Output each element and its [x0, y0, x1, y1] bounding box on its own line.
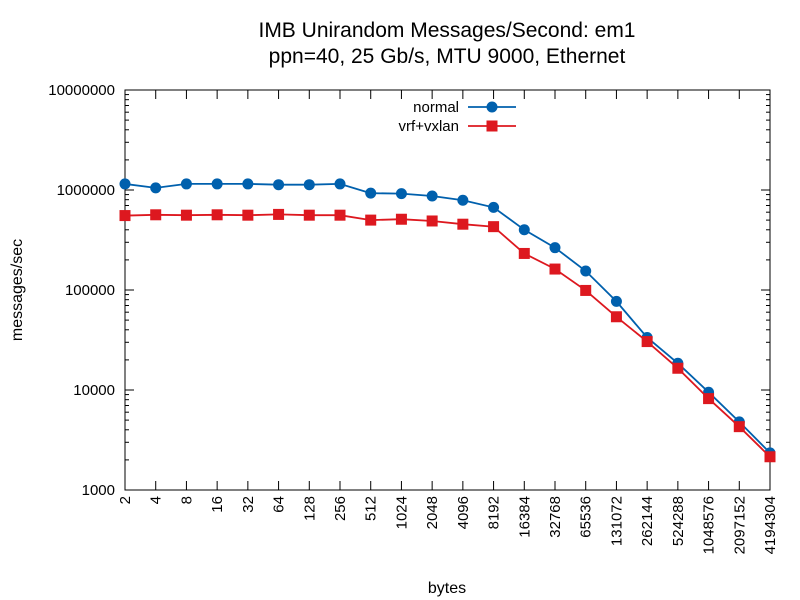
x-tick-label: 2 — [117, 496, 134, 504]
x-tick-label: 256 — [332, 496, 349, 521]
x-tick-label: 1024 — [393, 496, 410, 529]
data-point — [457, 218, 469, 230]
data-point — [242, 178, 254, 190]
data-point — [119, 210, 131, 222]
x-tick-label: 4 — [148, 496, 165, 504]
plot-frame — [124, 89, 771, 491]
data-point — [641, 336, 653, 348]
data-point — [549, 263, 561, 275]
data-point — [488, 201, 500, 213]
legend-marker — [486, 101, 498, 113]
data-point — [518, 224, 530, 236]
x-tick-label: 8192 — [486, 496, 503, 529]
x-tick-label: 65536 — [578, 496, 595, 538]
data-point — [580, 284, 592, 296]
data-point — [549, 242, 561, 254]
y-tick-label: 100000 — [65, 282, 115, 299]
data-point — [733, 421, 745, 433]
y-tick-label: 10000 — [73, 382, 115, 399]
legend: normal vrf+vxlan — [399, 99, 516, 135]
data-point — [395, 213, 407, 225]
data-point — [211, 178, 223, 190]
data-point — [764, 451, 776, 463]
data-point — [610, 311, 622, 323]
x-tick-label: 128 — [301, 496, 318, 521]
chart-title-line1: IMB Unirandom Messages/Second: em1 — [258, 19, 635, 42]
data-point — [610, 295, 622, 307]
data-point — [334, 178, 346, 190]
x-tick-label: 16384 — [516, 496, 533, 538]
x-tick-label: 524288 — [670, 496, 687, 546]
legend-marker — [486, 120, 498, 132]
x-tick-label: 32768 — [547, 496, 564, 538]
chart-title-line2: ppn=40, 25 Gb/s, MTU 9000, Ethernet — [269, 45, 626, 68]
data-point — [426, 215, 438, 227]
x-tick-label: 131072 — [608, 496, 625, 546]
x-axis: 2 4 8 16 32 64 128 256 512 1024 2048 4096 8192 16384 3… — [117, 90, 779, 554]
data-point — [334, 209, 346, 221]
series-normal — [119, 178, 776, 459]
data-point — [150, 209, 162, 221]
y-tick-label: 1000000 — [57, 182, 115, 199]
data-point — [365, 214, 377, 226]
data-point — [273, 208, 285, 220]
data-point — [426, 190, 438, 202]
x-tick-label: 16 — [209, 496, 226, 513]
x-tick-label: 262144 — [639, 496, 656, 546]
x-axis-label: bytes — [428, 580, 466, 597]
y-axis-label: messages/sec — [9, 239, 26, 341]
series-layer — [119, 178, 776, 463]
data-point — [365, 187, 377, 199]
data-point — [180, 209, 192, 221]
x-tick-label: 2097152 — [731, 496, 748, 554]
x-tick-label: 8 — [178, 496, 195, 504]
x-tick-label: 512 — [363, 496, 380, 521]
x-tick-label: 64 — [271, 496, 288, 513]
data-point — [180, 178, 192, 190]
series-line — [124, 213, 771, 458]
y-tick-label: 10000000 — [48, 82, 115, 99]
data-point — [303, 179, 315, 191]
data-point — [211, 209, 223, 221]
y-axis: 1000 10000 100000 1000000 10000000 — [48, 82, 770, 499]
data-point — [703, 393, 715, 405]
data-point — [150, 182, 162, 194]
data-point — [242, 209, 254, 221]
data-point — [672, 362, 684, 374]
x-tick-label: 4194304 — [762, 496, 779, 554]
data-point — [273, 179, 285, 191]
data-point — [395, 188, 407, 200]
series-vrf-vxlan — [119, 208, 776, 463]
series-line — [124, 182, 771, 454]
x-tick-label: 32 — [240, 496, 257, 513]
data-point — [457, 194, 469, 206]
data-point — [488, 221, 500, 233]
data-point — [580, 265, 592, 277]
data-point — [119, 178, 131, 190]
data-point — [518, 247, 530, 259]
x-tick-label: 1048576 — [701, 496, 718, 554]
legend-label: normal — [413, 99, 459, 116]
y-tick-label: 1000 — [82, 482, 115, 499]
legend-label: vrf+vxlan — [399, 118, 459, 135]
x-tick-label: 4096 — [455, 496, 472, 529]
data-point — [303, 209, 315, 221]
x-tick-label: 2048 — [424, 496, 441, 529]
